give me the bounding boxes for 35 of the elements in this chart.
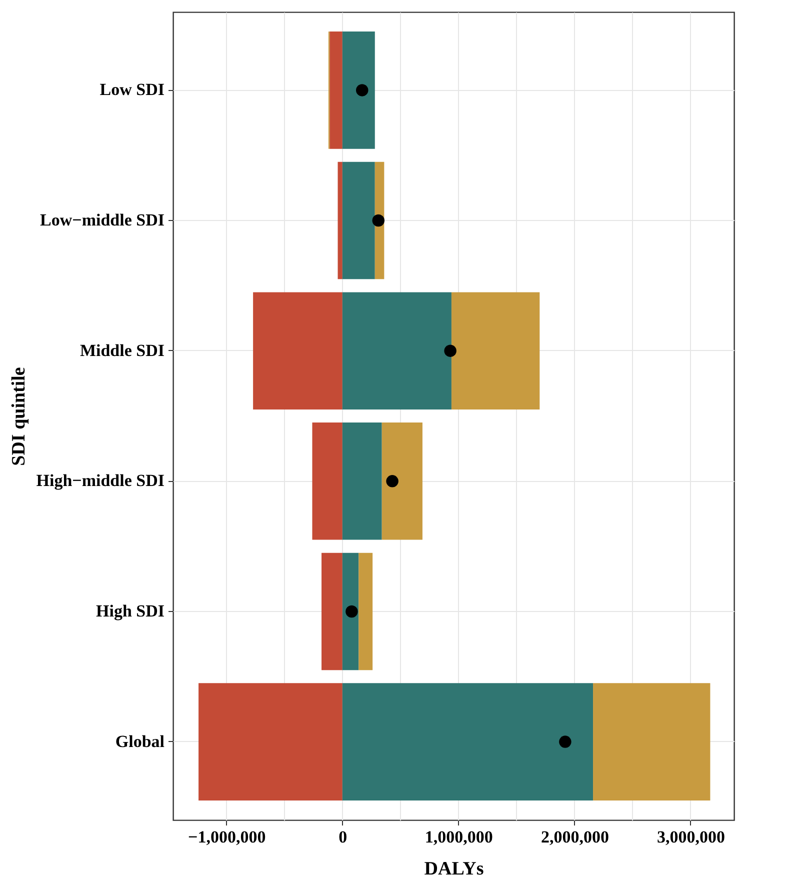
bar (593, 683, 710, 800)
point (444, 344, 456, 357)
y-tick-label: High−middle SDI (36, 471, 165, 490)
y-tick-label: High SDI (96, 601, 165, 620)
bar (253, 292, 342, 410)
bar (342, 32, 375, 149)
point (372, 214, 384, 227)
point (386, 475, 398, 488)
x-tick-label: 2,000,000 (540, 828, 609, 846)
bar (342, 683, 594, 800)
x-tick-label: 1,000,000 (424, 828, 493, 846)
bar (322, 552, 342, 670)
point (356, 84, 368, 96)
y-tick-label: Global (115, 732, 165, 751)
bar (451, 292, 540, 410)
x-axis-title: DALYs (424, 858, 484, 880)
x-tick-label: 3,000,000 (656, 828, 725, 846)
y-tick-label: Middle SDI (80, 340, 165, 360)
x-tick-label: 0 (338, 828, 348, 846)
bar (342, 552, 359, 670)
y-axis-title: SDI quintile (8, 367, 30, 466)
bar (342, 422, 382, 540)
bar (342, 292, 452, 410)
y-tick-label: Low SDI (100, 80, 165, 100)
bar (382, 422, 422, 540)
bar (338, 162, 342, 280)
bar (198, 683, 342, 800)
point (559, 736, 572, 748)
bar (342, 162, 375, 280)
x-tick-label: −1,000,000 (188, 828, 266, 846)
bar (358, 552, 373, 670)
bar (330, 32, 342, 149)
y-tick-label: Low−middle SDI (40, 210, 165, 230)
point (346, 605, 358, 618)
bar (312, 422, 342, 540)
